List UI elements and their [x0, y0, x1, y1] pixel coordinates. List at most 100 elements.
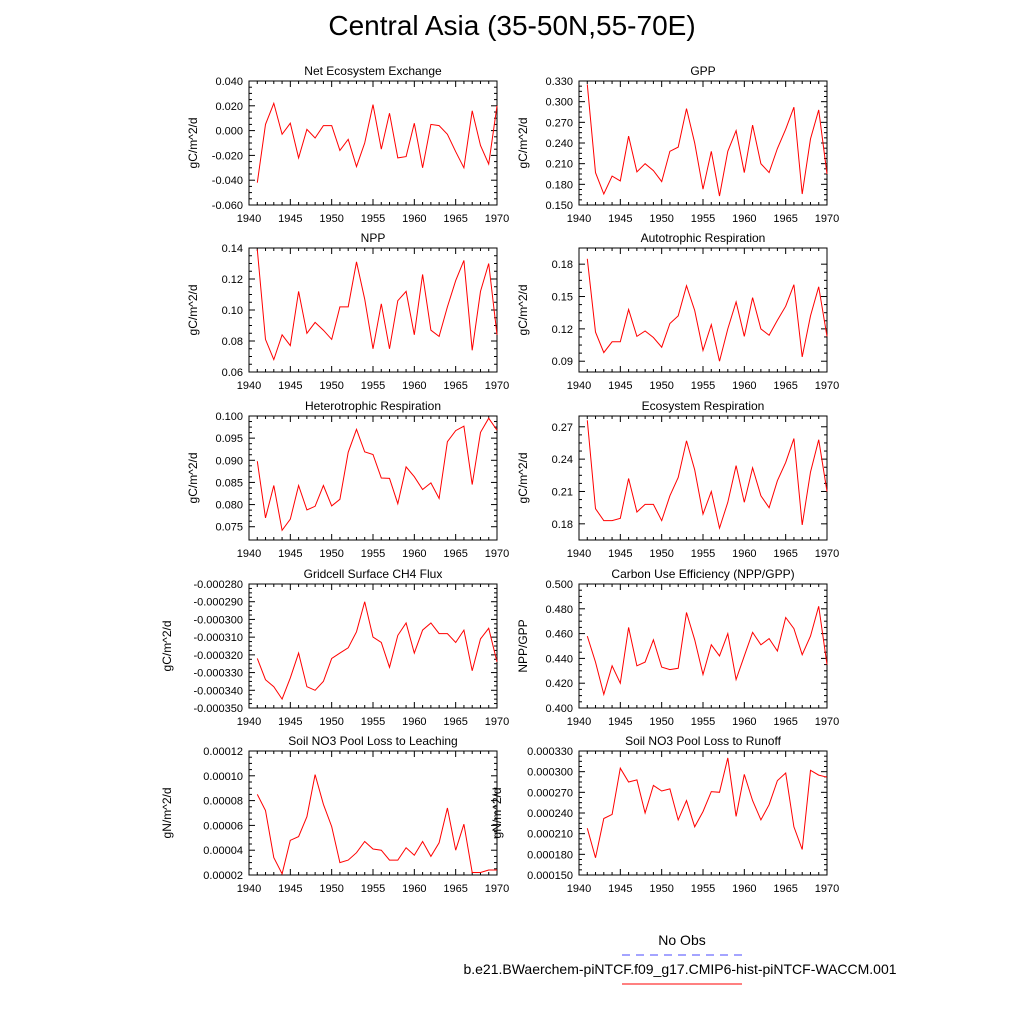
- panel-1-net-ecosystem-exchange-xtick-label: 1955: [361, 213, 385, 225]
- panel-8-carbon-use-efficiency-npp-gpp-ytick-label: 0.480: [545, 604, 573, 616]
- panel-7-gridcell-surface-ch4-flux-xtick-label: 1950: [319, 716, 343, 728]
- panel-5-heterotrophic-respiration-frame: [248, 415, 498, 541]
- panel-4-autotrophic-respiration-series-line: [586, 258, 828, 362]
- panel-2-gpp-xtick-label: 1945: [608, 213, 632, 225]
- panel-1-net-ecosystem-exchange-xtick-label: 1950: [319, 213, 343, 225]
- panel-2-gpp-ytick-label: 0.180: [545, 179, 573, 191]
- panel-3-npp-xtick-label: 1940: [237, 380, 261, 392]
- panel-6-ecosystem-respiration-series-line: [586, 420, 828, 531]
- panel-3-npp-xtick-label: 1960: [402, 380, 426, 392]
- panel-1-net-ecosystem-exchange-xtick-label: 1960: [402, 213, 426, 225]
- panel-6-ecosystem-respiration-xtick-label: 1955: [691, 548, 715, 560]
- panel-9-soil-no3-pool-loss-to-leaching-series-line: [256, 774, 497, 876]
- panel-2-gpp-ylabel: gC/m^2/d: [516, 118, 530, 169]
- panel-8-carbon-use-efficiency-npp-gpp-ylabel: NPP/GPP: [516, 619, 530, 672]
- panel-6-ecosystem-respiration-title: Ecosystem Respiration: [642, 399, 765, 413]
- panel-1-net-ecosystem-exchange-ytick-label: -0.060: [212, 200, 243, 212]
- panel-4-autotrophic-respiration-title: Autotrophic Respiration: [641, 231, 766, 245]
- panel-8-carbon-use-efficiency-npp-gpp-ytick-label: 0.420: [545, 678, 573, 690]
- panel-6-ecosystem-respiration-xtick-label: 1950: [649, 548, 673, 560]
- panel-7-gridcell-surface-ch4-flux-title: Gridcell Surface CH4 Flux: [304, 567, 443, 581]
- panel-8-carbon-use-efficiency-npp-gpp-xtick-label: 1945: [608, 716, 632, 728]
- panel-10-soil-no3-pool-loss-to-runoff-xtick-label: 1940: [567, 883, 591, 895]
- panel-10-soil-no3-pool-loss-to-runoff-ytick-label: 0.000150: [527, 870, 573, 882]
- panel-7-gridcell-surface-ch4-flux-ytick-label: -0.000350: [193, 703, 243, 715]
- panel-6-ecosystem-respiration-xtick-label: 1940: [567, 548, 591, 560]
- panel-8-carbon-use-efficiency-npp-gpp-xtick-label: 1940: [567, 716, 591, 728]
- panel-6-ecosystem-respiration-ylabel: gC/m^2/d: [516, 453, 530, 504]
- panel-10-soil-no3-pool-loss-to-runoff-xtick-label: 1970: [815, 883, 839, 895]
- panel-3-npp-title: NPP: [361, 231, 386, 245]
- panel-9-soil-no3-pool-loss-to-leaching-ytick-label: 0.00006: [203, 820, 243, 832]
- panel-1-net-ecosystem-exchange-ytick-label: 0.000: [215, 126, 243, 138]
- panel-1-net-ecosystem-exchange-title: Net Ecosystem Exchange: [304, 64, 442, 78]
- panel-6-ecosystem-respiration-xtick-label: 1970: [815, 548, 839, 560]
- panel-4-autotrophic-respiration-xtick-label: 1960: [732, 380, 756, 392]
- panel-9-soil-no3-pool-loss-to-leaching-ytick-label: 0.00010: [203, 771, 243, 783]
- panel-9-soil-no3-pool-loss-to-leaching-xtick-label: 1965: [443, 883, 467, 895]
- panel-7-gridcell-surface-ch4-flux-xtick-label: 1960: [402, 716, 426, 728]
- panel-8-carbon-use-efficiency-npp-gpp-series-line: [586, 606, 828, 697]
- panel-1-net-ecosystem-exchange-xtick-label: 1970: [485, 213, 509, 225]
- panel-6-ecosystem-respiration-ytick-label: 0.21: [552, 486, 573, 498]
- panel-7-gridcell-surface-ch4-flux-xtick-label: 1970: [485, 716, 509, 728]
- panel-4-autotrophic-respiration-ytick-label: 0.09: [552, 356, 573, 368]
- panel-2-gpp-xtick-label: 1950: [649, 213, 673, 225]
- panel-5-heterotrophic-respiration-ytick-label: 0.100: [215, 411, 243, 423]
- panel-4-autotrophic-respiration-ytick-label: 0.15: [552, 292, 573, 304]
- panel-5-heterotrophic-respiration-ytick-label: 0.085: [215, 477, 243, 489]
- panel-8-carbon-use-efficiency-npp-gpp-frame: [578, 583, 828, 709]
- panel-9-soil-no3-pool-loss-to-leaching-xtick-label: 1970: [485, 883, 509, 895]
- panel-7-gridcell-surface-ch4-flux-ytick-label: -0.000280: [193, 579, 243, 591]
- panel-6-ecosystem-respiration-xtick-label: 1965: [773, 548, 797, 560]
- panel-8-carbon-use-efficiency-npp-gpp-xtick-label: 1965: [773, 716, 797, 728]
- panel-3-npp-frame: [248, 247, 498, 373]
- panel-1-net-ecosystem-exchange-xtick-label: 1940: [237, 213, 261, 225]
- panel-1-net-ecosystem-exchange-ytick-label: -0.040: [212, 175, 243, 187]
- panel-2-gpp-ytick-label: 0.240: [545, 138, 573, 150]
- panel-3-npp-ytick-label: 0.12: [222, 274, 243, 286]
- panel-1-net-ecosystem-exchange-ytick-label: 0.040: [215, 76, 243, 88]
- panel-10-soil-no3-pool-loss-to-runoff-ytick-label: 0.000180: [527, 849, 573, 861]
- panel-1-net-ecosystem-exchange-xtick-label: 1945: [278, 213, 302, 225]
- panel-8-carbon-use-efficiency-npp-gpp-xtick-label: 1970: [815, 716, 839, 728]
- panel-2-gpp-xtick-label: 1955: [691, 213, 715, 225]
- panel-4-autotrophic-respiration-xtick-label: 1940: [567, 380, 591, 392]
- panel-1-net-ecosystem-exchange-ytick-label: -0.020: [212, 150, 243, 162]
- panel-4-autotrophic-respiration-xtick-label: 1970: [815, 380, 839, 392]
- panel-3-npp-xtick-label: 1970: [485, 380, 509, 392]
- panel-9-soil-no3-pool-loss-to-leaching-xtick-label: 1940: [237, 883, 261, 895]
- panel-2-gpp-xtick-label: 1960: [732, 213, 756, 225]
- panel-9-soil-no3-pool-loss-to-leaching-xtick-label: 1955: [361, 883, 385, 895]
- panel-1-net-ecosystem-exchange-ylabel: gC/m^2/d: [186, 118, 200, 169]
- panel-3-npp-ytick-label: 0.10: [222, 305, 243, 317]
- panel-9-soil-no3-pool-loss-to-leaching-ytick-label: 0.00012: [203, 746, 243, 758]
- panel-3-npp-ytick-label: 0.06: [222, 367, 243, 379]
- panel-3-npp-ylabel: gC/m^2/d: [186, 285, 200, 336]
- panel-6-ecosystem-respiration-ytick-label: 0.27: [552, 422, 573, 434]
- panel-9-soil-no3-pool-loss-to-leaching-title: Soil NO3 Pool Loss to Leaching: [288, 734, 457, 748]
- panel-9-soil-no3-pool-loss-to-leaching-ylabel: gN/m^2/d: [160, 788, 174, 839]
- panel-4-autotrophic-respiration-xtick-label: 1955: [691, 380, 715, 392]
- panel-8-carbon-use-efficiency-npp-gpp-ytick-label: 0.460: [545, 629, 573, 641]
- panel-4-autotrophic-respiration-xtick-label: 1950: [649, 380, 673, 392]
- panel-5-heterotrophic-respiration-ytick-label: 0.095: [215, 433, 243, 445]
- panel-9-soil-no3-pool-loss-to-leaching-ytick-label: 0.00004: [203, 845, 243, 857]
- panel-5-heterotrophic-respiration-ytick-label: 0.090: [215, 455, 243, 467]
- panel-8-carbon-use-efficiency-npp-gpp-ytick-label: 0.440: [545, 653, 573, 665]
- panel-10-soil-no3-pool-loss-to-runoff-title: Soil NO3 Pool Loss to Runoff: [625, 734, 782, 748]
- panel-6-ecosystem-respiration-ytick-label: 0.18: [552, 519, 573, 531]
- panel-5-heterotrophic-respiration-ytick-label: 0.080: [215, 500, 243, 512]
- panel-2-gpp-xtick-label: 1965: [773, 213, 797, 225]
- panel-10-soil-no3-pool-loss-to-runoff-ytick-label: 0.000300: [527, 767, 573, 779]
- panel-10-soil-no3-pool-loss-to-runoff-series-line: [586, 757, 828, 858]
- panel-5-heterotrophic-respiration-ytick-label: 0.075: [215, 522, 243, 534]
- panel-8-carbon-use-efficiency-npp-gpp-ytick-label: 0.500: [545, 579, 573, 591]
- panel-2-gpp-title: GPP: [690, 64, 715, 78]
- panel-9-soil-no3-pool-loss-to-leaching-xtick-label: 1950: [319, 883, 343, 895]
- panel-8-carbon-use-efficiency-npp-gpp-title: Carbon Use Efficiency (NPP/GPP): [611, 567, 794, 581]
- panel-9-soil-no3-pool-loss-to-leaching-ytick-label: 0.00008: [203, 796, 243, 808]
- panel-2-gpp-ytick-label: 0.150: [545, 200, 573, 212]
- panel-2-gpp-ytick-label: 0.210: [545, 159, 573, 171]
